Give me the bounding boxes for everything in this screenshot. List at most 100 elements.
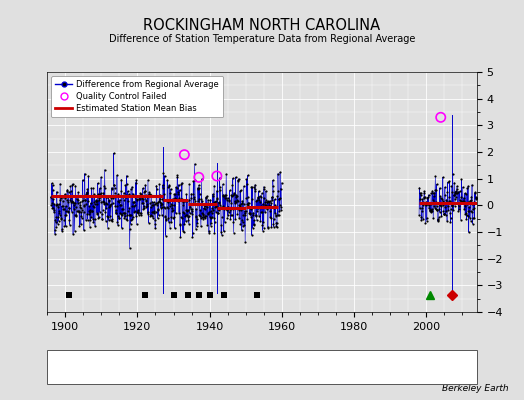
Point bbox=[183, 208, 192, 214]
Point bbox=[250, 186, 259, 192]
Text: Time of Obs. Change: Time of Obs. Change bbox=[254, 362, 342, 372]
Point bbox=[455, 188, 464, 195]
Point bbox=[238, 198, 246, 204]
Point bbox=[188, 234, 196, 240]
Point bbox=[415, 211, 423, 218]
Point bbox=[443, 179, 452, 186]
Point bbox=[112, 210, 120, 216]
Point bbox=[140, 205, 148, 212]
Point bbox=[204, 210, 212, 216]
Point bbox=[205, 200, 214, 207]
Point bbox=[453, 183, 461, 189]
Point bbox=[422, 200, 430, 206]
Point bbox=[433, 218, 442, 224]
Point bbox=[112, 210, 121, 216]
Point bbox=[433, 206, 442, 213]
Point bbox=[97, 211, 106, 217]
Point bbox=[222, 192, 231, 198]
Point bbox=[198, 210, 206, 216]
Point bbox=[64, 208, 72, 214]
Point bbox=[443, 218, 451, 224]
Point bbox=[434, 214, 443, 221]
Point bbox=[260, 202, 269, 208]
Point bbox=[236, 203, 244, 209]
Point bbox=[459, 198, 467, 204]
Point bbox=[237, 200, 245, 207]
Point bbox=[95, 208, 104, 215]
Point bbox=[455, 206, 463, 212]
Point bbox=[160, 197, 168, 204]
Point bbox=[233, 198, 242, 205]
Point bbox=[116, 210, 124, 217]
Point bbox=[259, 200, 267, 207]
Point bbox=[146, 191, 154, 198]
Point bbox=[415, 184, 423, 191]
Point bbox=[417, 217, 425, 223]
Point bbox=[159, 184, 167, 191]
Point bbox=[436, 203, 445, 209]
Point bbox=[132, 212, 140, 219]
Point bbox=[235, 202, 243, 208]
Point bbox=[130, 203, 139, 209]
Point bbox=[158, 204, 166, 211]
Point bbox=[244, 202, 253, 208]
Point bbox=[79, 197, 88, 203]
Point bbox=[90, 199, 99, 206]
Point bbox=[261, 199, 269, 205]
Point bbox=[461, 210, 470, 217]
Point bbox=[96, 190, 105, 196]
Point bbox=[243, 200, 251, 207]
Point bbox=[450, 192, 458, 198]
Point bbox=[219, 202, 227, 209]
Point bbox=[95, 214, 103, 220]
Point bbox=[221, 192, 229, 198]
Point bbox=[60, 206, 68, 212]
Text: Station Move: Station Move bbox=[68, 362, 123, 372]
Point bbox=[159, 182, 167, 188]
Point bbox=[111, 189, 119, 196]
Point bbox=[467, 218, 475, 224]
Point bbox=[49, 187, 57, 194]
Point bbox=[154, 207, 162, 213]
Point bbox=[247, 232, 256, 238]
Point bbox=[248, 195, 256, 202]
Point bbox=[200, 203, 209, 209]
Point bbox=[158, 212, 166, 218]
Point bbox=[147, 211, 155, 218]
Point bbox=[102, 200, 110, 206]
Point bbox=[200, 202, 209, 208]
Point bbox=[173, 198, 182, 204]
Point bbox=[48, 200, 56, 206]
Point bbox=[88, 193, 96, 199]
Point bbox=[106, 217, 115, 223]
Point bbox=[125, 245, 134, 252]
Point bbox=[115, 215, 124, 221]
Point bbox=[419, 199, 427, 205]
Point bbox=[253, 204, 261, 210]
Point bbox=[430, 192, 438, 199]
Point bbox=[217, 222, 225, 228]
Point bbox=[170, 191, 178, 198]
Point bbox=[77, 209, 85, 216]
Point bbox=[417, 214, 425, 220]
Point bbox=[141, 192, 150, 198]
Point bbox=[270, 196, 279, 202]
Point bbox=[70, 202, 79, 208]
Point bbox=[139, 203, 148, 210]
Point bbox=[87, 214, 95, 220]
Point bbox=[416, 190, 424, 196]
Point bbox=[153, 200, 161, 206]
Point bbox=[89, 203, 97, 209]
Point bbox=[259, 218, 267, 225]
Point bbox=[57, 216, 66, 222]
Point bbox=[103, 194, 111, 200]
Point bbox=[444, 207, 452, 213]
Point bbox=[251, 182, 259, 188]
Point bbox=[233, 197, 241, 204]
Point bbox=[230, 230, 238, 236]
Point bbox=[84, 198, 92, 204]
Point bbox=[423, 194, 431, 201]
Point bbox=[211, 204, 220, 210]
Point bbox=[430, 199, 438, 205]
Point bbox=[74, 208, 83, 214]
